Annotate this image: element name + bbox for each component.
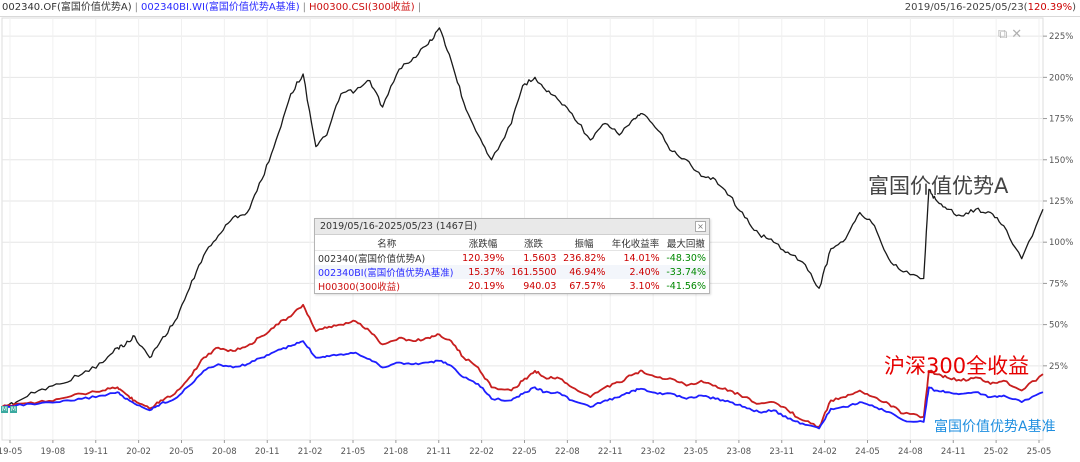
column-header: 振幅 xyxy=(559,235,609,251)
amplitude-cell: 67.57% xyxy=(559,279,609,293)
table-row[interactable]: 002340BI(富国价值优势A基准) 15.37% 161.5500 46.9… xyxy=(315,265,709,279)
change-cell: 161.5500 xyxy=(507,265,560,279)
change-cell: 940.03 xyxy=(507,279,560,293)
x-tick-label: 19-11 xyxy=(83,447,108,457)
legend-separator: | xyxy=(134,2,138,13)
date-range-readout: 2019/05/16-2025/05/23(120.39%) xyxy=(905,0,1076,16)
series-name: 002340BI(富国价值优势A基准) xyxy=(315,265,459,279)
x-tick-label: 24-05 xyxy=(855,447,880,457)
x-tick-label: 24-02 xyxy=(812,447,837,457)
x-tick-label: 21-11 xyxy=(426,447,451,457)
x-tick-label: 24-11 xyxy=(941,447,966,457)
stats-panel-title: 2019/05/16-2025/05/23 (1467日) xyxy=(320,221,478,232)
start-marker-tag: M xyxy=(1,406,8,413)
x-tick-label: 20-05 xyxy=(169,447,194,457)
start-marker-tag: M xyxy=(10,406,17,413)
change-cell: 1.5603 xyxy=(507,250,560,265)
close-icon[interactable]: ✕ xyxy=(1011,27,1023,42)
column-header: 涨跌 xyxy=(507,235,560,251)
date-range-close: ) xyxy=(1072,2,1076,13)
amplitude-cell: 236.82% xyxy=(559,250,609,265)
annual-return-cell: 2.40% xyxy=(608,265,663,279)
stats-panel-header: 2019/05/16-2025/05/23 (1467日) × xyxy=(315,219,709,235)
x-tick-label: 22-05 xyxy=(512,447,537,457)
series-name: 002340(富国价值优势A) xyxy=(315,250,459,265)
y-tick-label: 125% xyxy=(1049,197,1073,207)
y-tick-label: 25% xyxy=(1049,362,1068,372)
change-pct-cell: 120.39% xyxy=(458,250,508,265)
restore-window-icon[interactable]: ⧉ xyxy=(998,27,1008,42)
axis-layer: 25% 50% 75% 100% 125% 150% 175% 200% 225% 19-05 19… xyxy=(0,32,1073,457)
x-tick-label: 19-05 xyxy=(0,447,22,457)
x-tick-label: 20-02 xyxy=(126,447,151,457)
table-row[interactable]: 002340(富国价值优势A) 120.39% 1.5603 236.82% 1… xyxy=(315,250,709,265)
max-drawdown-cell: -33.74% xyxy=(662,265,709,279)
amplitude-cell: 46.94% xyxy=(559,265,609,279)
x-tick-label: 21-02 xyxy=(298,447,323,457)
y-tick-label: 150% xyxy=(1049,156,1073,166)
column-header: 名称 xyxy=(315,235,459,251)
column-header: 最大回撤 xyxy=(662,235,709,251)
x-tick-label: 24-08 xyxy=(898,447,923,457)
x-tick-label: 23-02 xyxy=(641,447,666,457)
stats-header-row: 名称 涨跌幅 涨跌 振幅 年化收益率 最大回撤 xyxy=(315,235,709,251)
x-tick-label: 23-11 xyxy=(769,447,794,457)
max-drawdown-cell: -48.30% xyxy=(662,250,709,265)
x-tick-label: 22-08 xyxy=(555,447,580,457)
x-tick-label: 25-02 xyxy=(984,447,1009,457)
close-icon[interactable]: × xyxy=(695,221,706,232)
change-pct-cell: 15.37% xyxy=(458,265,508,279)
chart-toolbar: ⧉ ✕ xyxy=(998,27,1026,42)
max-drawdown-cell: -41.56% xyxy=(662,279,709,293)
series-layer xyxy=(1,27,1044,430)
x-tick-label: 23-08 xyxy=(727,447,752,457)
legend-benchmark[interactable]: 002340BI.WI(富国价值优势A基准) xyxy=(141,2,300,13)
legend-separator: | xyxy=(302,2,307,13)
legend-fund[interactable]: 002340.OF(富国价值优势A) xyxy=(2,2,132,13)
x-tick-label: 25-05 xyxy=(1027,447,1052,457)
x-tick-label: 20-11 xyxy=(255,447,280,457)
x-tick-label: 20-08 xyxy=(212,447,237,457)
benchmark-annotation: 富国价值优势A基准 xyxy=(934,419,1056,435)
benchmark-series-line xyxy=(1,340,1044,430)
legend-index[interactable]: H00300.CSI(300收益) xyxy=(309,2,415,13)
y-tick-label: 200% xyxy=(1049,73,1073,83)
y-tick-label: 175% xyxy=(1049,115,1073,125)
column-header: 涨跌幅 xyxy=(458,235,508,251)
index-annotation: 沪深300全收益 xyxy=(884,354,1030,378)
x-tick-label: 21-08 xyxy=(384,447,409,457)
legend-separator: | xyxy=(417,2,422,13)
change-pct-cell: 20.19% xyxy=(458,279,508,293)
table-row[interactable]: H00300(300收益) 20.19% 940.03 67.57% 3.10%… xyxy=(315,279,709,293)
range-change-pct: 120.39% xyxy=(1027,2,1073,13)
series-name: H00300(300收益) xyxy=(315,279,459,293)
index-series-line xyxy=(1,303,1044,428)
y-tick-label: 75% xyxy=(1049,279,1068,289)
series-legend-bar: 002340.OF(富国价值优势A) | 002340BI.WI(富国价值优势A基准… xyxy=(0,0,1080,17)
column-header: 年化收益率 xyxy=(608,235,663,251)
fund-annotation: 富国价值优势A xyxy=(868,174,1009,198)
annual-return-cell: 3.10% xyxy=(608,279,663,293)
fund-series-line xyxy=(1,27,1044,408)
y-tick-label: 225% xyxy=(1049,32,1073,42)
stats-panel: 2019/05/16-2025/05/23 (1467日) × 名称 涨跌幅 涨… xyxy=(314,218,710,294)
x-tick-label: 22-02 xyxy=(469,447,494,457)
date-range-text: 2019/05/16-2025/05/23( xyxy=(904,2,1028,13)
x-tick-label: 19-08 xyxy=(41,447,66,457)
x-tick-label: 22-11 xyxy=(598,447,623,457)
series-legend: 002340.OF(富国价值优势A) | 002340BI.WI(富国价值优势A基准… xyxy=(2,0,424,16)
y-tick-label: 50% xyxy=(1049,321,1068,331)
stats-table: 名称 涨跌幅 涨跌 振幅 年化收益率 最大回撤 002340(富国价值优势A) … xyxy=(315,235,709,293)
x-tick-label: 21-05 xyxy=(341,447,366,457)
x-tick-label: 23-05 xyxy=(684,447,709,457)
annual-return-cell: 14.01% xyxy=(608,250,663,265)
y-tick-label: 100% xyxy=(1049,238,1073,248)
